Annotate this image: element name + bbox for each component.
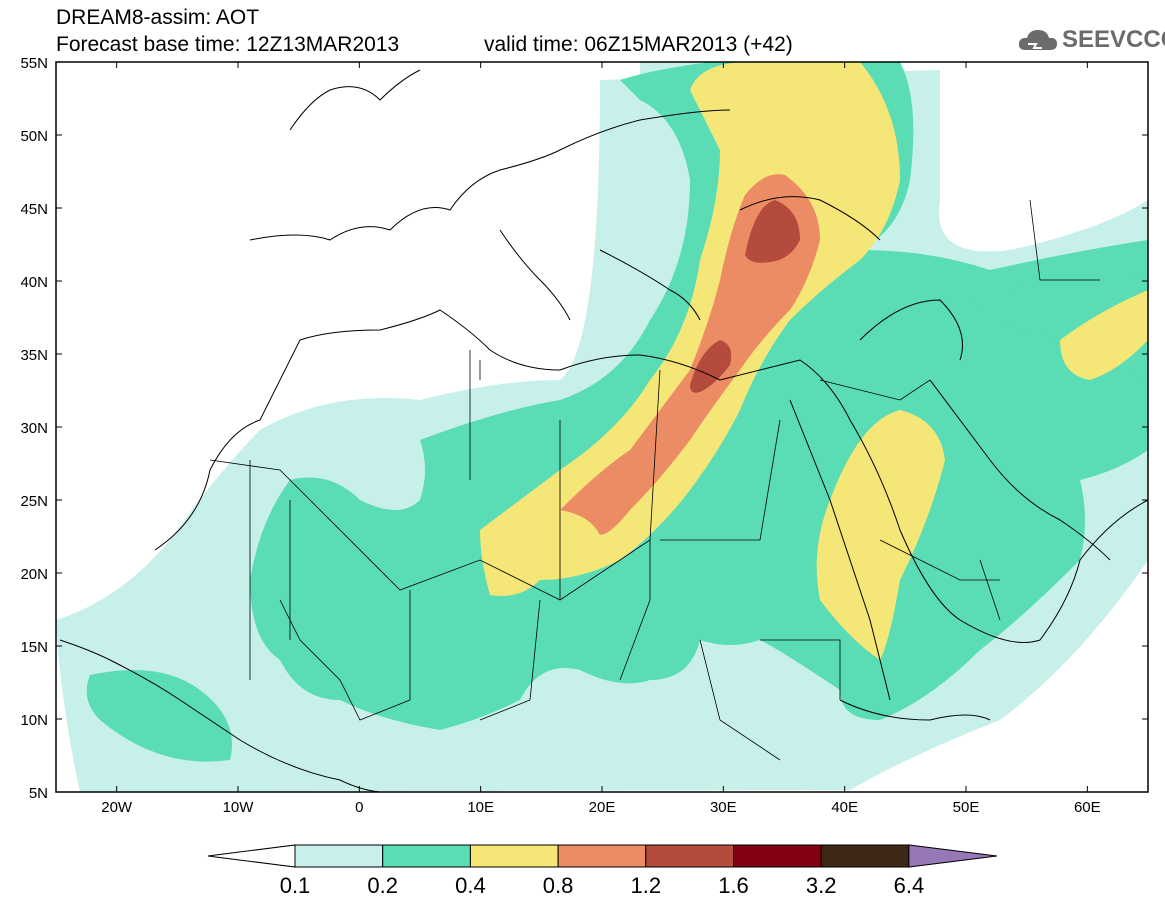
colorbar-arrow-high (908, 844, 997, 868)
valid-time: valid time: 06Z15MAR2013 (+42) (484, 33, 793, 56)
lon-label: 0 (355, 799, 363, 816)
lon-label: 10E (467, 799, 494, 816)
colorbar-label: 3.2 (806, 873, 837, 898)
lat-label: 10N (20, 712, 48, 729)
colorbar-label: 0.2 (367, 873, 398, 898)
colorbar-segment (294, 844, 384, 868)
lat-label: 50N (20, 128, 48, 145)
colorbar-label: 6.4 (894, 873, 925, 898)
lon-label: 30E (710, 799, 737, 816)
colorbar-label: 0.4 (455, 873, 486, 898)
lon-label: 60E (1074, 799, 1101, 816)
latitude-axis: 55N 50N 45N 40N 35N 30N 25N 20N 15N 10N 5N (20, 55, 1148, 802)
country-borders (209, 199, 1100, 761)
colorbar-label: 0.8 (543, 873, 574, 898)
colorbar-label: 1.6 (718, 873, 749, 898)
contour-0.8 (560, 174, 820, 535)
lat-label: 35N (20, 347, 48, 364)
colorbar-segment (469, 844, 559, 868)
lon-label: 40E (831, 799, 858, 816)
colorbar-segment (820, 844, 910, 868)
lat-label: 40N (20, 274, 48, 291)
forecast-base-time: Forecast base time: 12Z13MAR2013 (56, 33, 400, 56)
lat-label: 5N (29, 785, 48, 802)
lon-label: 20E (589, 799, 616, 816)
seevccc-logo: SEEVCCC (1016, 24, 1165, 56)
logo-text: SEEVCCC (1062, 26, 1165, 53)
colorbar-segment (382, 844, 471, 868)
colorbar-arrow-low (207, 844, 296, 868)
lon-label: 10W (223, 799, 255, 816)
lon-label: 50E (953, 799, 980, 816)
colorbar-segment (557, 844, 647, 868)
colorbar-label: 0.1 (280, 873, 311, 898)
contour-1.2 (690, 200, 800, 393)
colorbar: 0.1 0.2 0.4 0.8 1.2 1.6 3.2 6.4 (207, 844, 997, 898)
colorbar-segment (733, 844, 822, 868)
lat-label: 55N (20, 55, 48, 72)
coastlines (59, 69, 1148, 792)
aot-contours (56, 62, 1148, 792)
colorbar-segment (645, 844, 734, 868)
lat-label: 25N (20, 493, 48, 510)
cloud-icon (1018, 30, 1057, 50)
lat-label: 30N (20, 420, 48, 437)
colorbar-label: 1.2 (631, 873, 662, 898)
lat-label: 15N (20, 639, 48, 656)
lon-label: 20W (101, 799, 133, 816)
lat-label: 20N (20, 566, 48, 583)
longitude-axis: 20W 10W 0 10E 20E 30E 40E 50E 60E (101, 62, 1101, 816)
lat-label: 45N (20, 201, 48, 218)
map-title: DREAM8-assim: AOT (56, 6, 260, 29)
